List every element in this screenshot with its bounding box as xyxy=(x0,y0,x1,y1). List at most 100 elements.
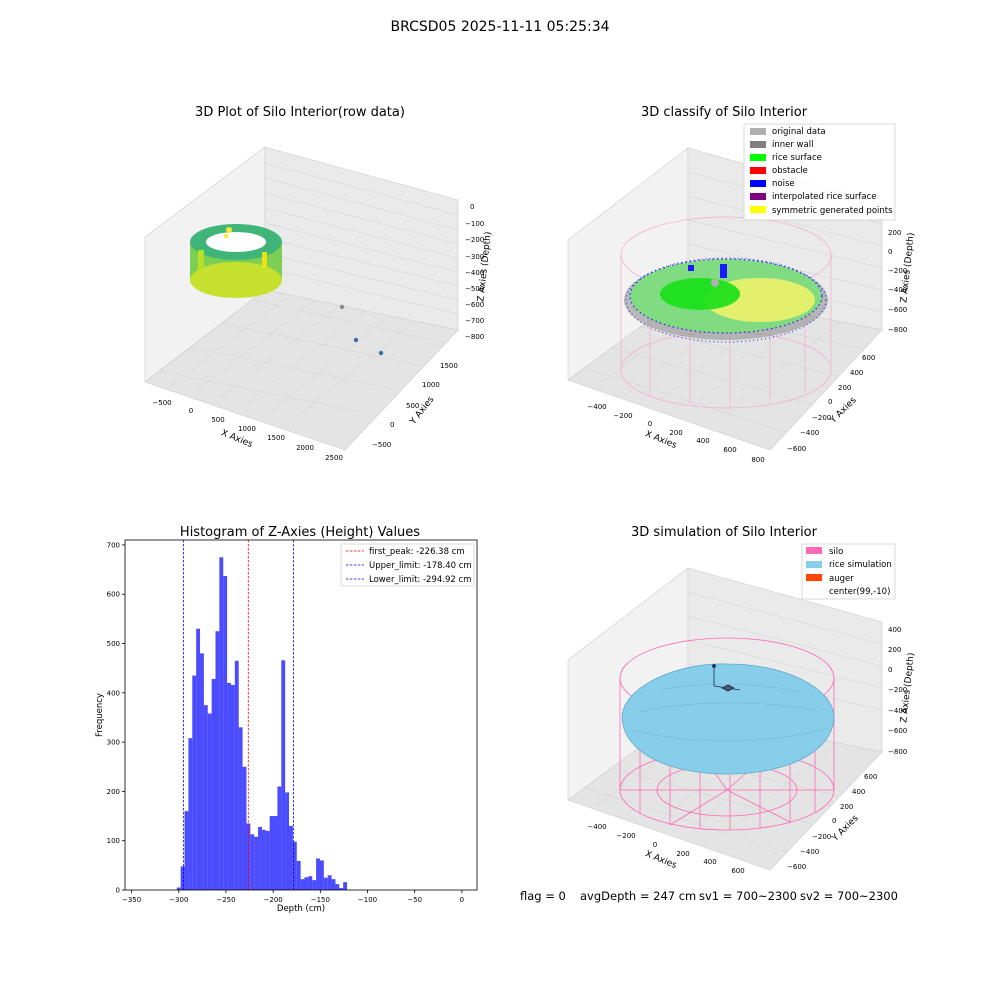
hist-bar xyxy=(265,830,270,890)
legend-swatch xyxy=(806,561,822,568)
raw-xtick: −500 xyxy=(152,399,171,407)
classify-xtick: −400 xyxy=(587,403,606,411)
legend-label: auger xyxy=(829,574,854,584)
raw-outlier-point xyxy=(339,304,345,310)
raw-ylabel: Y Axies xyxy=(408,395,437,428)
legend-label: center(99,-10) xyxy=(829,587,890,597)
hist-xtick-label: −250 xyxy=(216,896,235,904)
sim-xtick: 0 xyxy=(653,841,657,849)
hist-bar xyxy=(323,877,328,890)
legend-label: rice simulation xyxy=(829,560,892,570)
hist-bar xyxy=(285,792,290,890)
hist-bar xyxy=(289,825,293,890)
raw-ztick: −600 xyxy=(465,301,484,309)
hist-bar xyxy=(312,880,317,890)
hist-xtick-label: −300 xyxy=(169,896,188,904)
classify-ytick: 400 xyxy=(850,369,863,377)
classify-ytick: −400 xyxy=(800,429,819,437)
hist-title: Histogram of Z-Axies (Height) Values xyxy=(180,525,420,540)
sim-ztick: 400 xyxy=(888,626,901,634)
sim-ztick: 200 xyxy=(888,646,901,654)
classify-point-cloud xyxy=(624,257,828,343)
hist-xtick-label: −100 xyxy=(358,896,377,904)
classify-ztick: 200 xyxy=(888,229,901,237)
hist-xtick-label: −150 xyxy=(311,896,330,904)
hist-bar xyxy=(200,653,204,890)
raw-ztick: −300 xyxy=(465,253,484,261)
sim-xtick: −400 xyxy=(587,823,606,831)
legend-swatch xyxy=(806,547,822,554)
raw-xtick: 0 xyxy=(189,407,193,415)
legend-swatch xyxy=(750,193,766,200)
hist-bar xyxy=(308,876,313,890)
sim-ytick: −200 xyxy=(812,833,831,841)
sim-ytick: 600 xyxy=(864,773,877,781)
sim-ztick: −400 xyxy=(888,707,907,715)
raw-ytick: −500 xyxy=(372,441,391,449)
raw-ytick: 1000 xyxy=(422,381,440,389)
hist-bar xyxy=(184,811,189,890)
sim-xtick: 600 xyxy=(731,867,744,875)
raw-xtick: 500 xyxy=(211,416,224,424)
raw-point-cloud xyxy=(190,224,282,298)
hist-bar xyxy=(335,884,340,890)
sim-ytick: 0 xyxy=(832,817,836,825)
hist-ytick-label: 300 xyxy=(107,739,120,747)
hist-bar xyxy=(219,557,224,890)
panel-simulation-3d: 3D simulation of Silo Interior xyxy=(567,525,917,875)
flag-text: flag = 0 xyxy=(520,889,566,903)
hist-bar xyxy=(211,679,216,890)
hist-axes-frame xyxy=(124,539,478,891)
legend-label: inner wall xyxy=(772,140,813,150)
hist-bar xyxy=(188,738,193,890)
hist-bar xyxy=(319,860,324,890)
hist-bar xyxy=(192,675,197,890)
hist-bar xyxy=(304,877,309,890)
raw-ztick: −100 xyxy=(465,220,484,228)
sim-legend: silo rice simulation auger center(99,-10… xyxy=(801,543,896,600)
avg-depth-text: avgDepth = 247 cm xyxy=(580,889,696,903)
legend-label: Lower_limit: -294.92 cm xyxy=(369,575,471,585)
hist-bar xyxy=(230,684,235,890)
hist-bar xyxy=(258,826,262,890)
classify-ztick: −800 xyxy=(888,326,907,334)
legend-swatch xyxy=(750,128,766,135)
legend-label: first_peak: -226.38 cm xyxy=(369,547,465,557)
legend-swatch xyxy=(750,180,766,187)
hist-ytick-label: 400 xyxy=(107,689,120,697)
classify-ylabel: Y Axies xyxy=(828,395,859,426)
legend-swatch xyxy=(806,574,822,581)
hist-bar xyxy=(327,875,332,890)
raw-xtick: 1000 xyxy=(238,425,256,433)
sim-ztick: −800 xyxy=(888,748,907,756)
raw-outlier-point xyxy=(353,337,359,343)
legend-label: Upper_limit: -178.40 cm xyxy=(369,561,472,571)
hist-bar xyxy=(269,816,274,890)
legend-swatch xyxy=(750,167,766,174)
figure-title: BRCSD05 2025-11-11 05:25:34 xyxy=(390,19,609,35)
hist-bars xyxy=(176,557,348,890)
classify-ytick: 0 xyxy=(828,398,832,406)
classify-ytick: 200 xyxy=(838,384,851,392)
hist-xtick-label: −50 xyxy=(407,896,422,904)
raw-ytick: 1500 xyxy=(440,362,458,370)
raw-outlier-point xyxy=(378,350,384,356)
classify-xtick: 0 xyxy=(648,420,652,428)
panel-raw-3d: 3D Plot of Silo Interior(row data) xyxy=(144,105,494,462)
sim-rice-surface xyxy=(621,663,835,775)
hist-ylabel: Frequency xyxy=(95,693,105,737)
hist-xtick-label: −200 xyxy=(264,896,283,904)
hist-bar xyxy=(234,660,239,890)
classify-legend: original data inner wall rice surface ob… xyxy=(743,123,896,221)
legend-swatch xyxy=(750,206,766,213)
hist-bar xyxy=(343,882,348,890)
raw-ztick: −200 xyxy=(465,236,484,244)
hist-xlabel: Depth (cm) xyxy=(277,904,325,914)
legend-label: obstacle xyxy=(772,166,808,176)
hist-bar xyxy=(281,660,286,890)
sim-ztick: −200 xyxy=(888,686,907,694)
hist-bar xyxy=(207,713,212,890)
legend-label: silo xyxy=(829,547,843,557)
raw-xtick: 2000 xyxy=(296,444,314,452)
